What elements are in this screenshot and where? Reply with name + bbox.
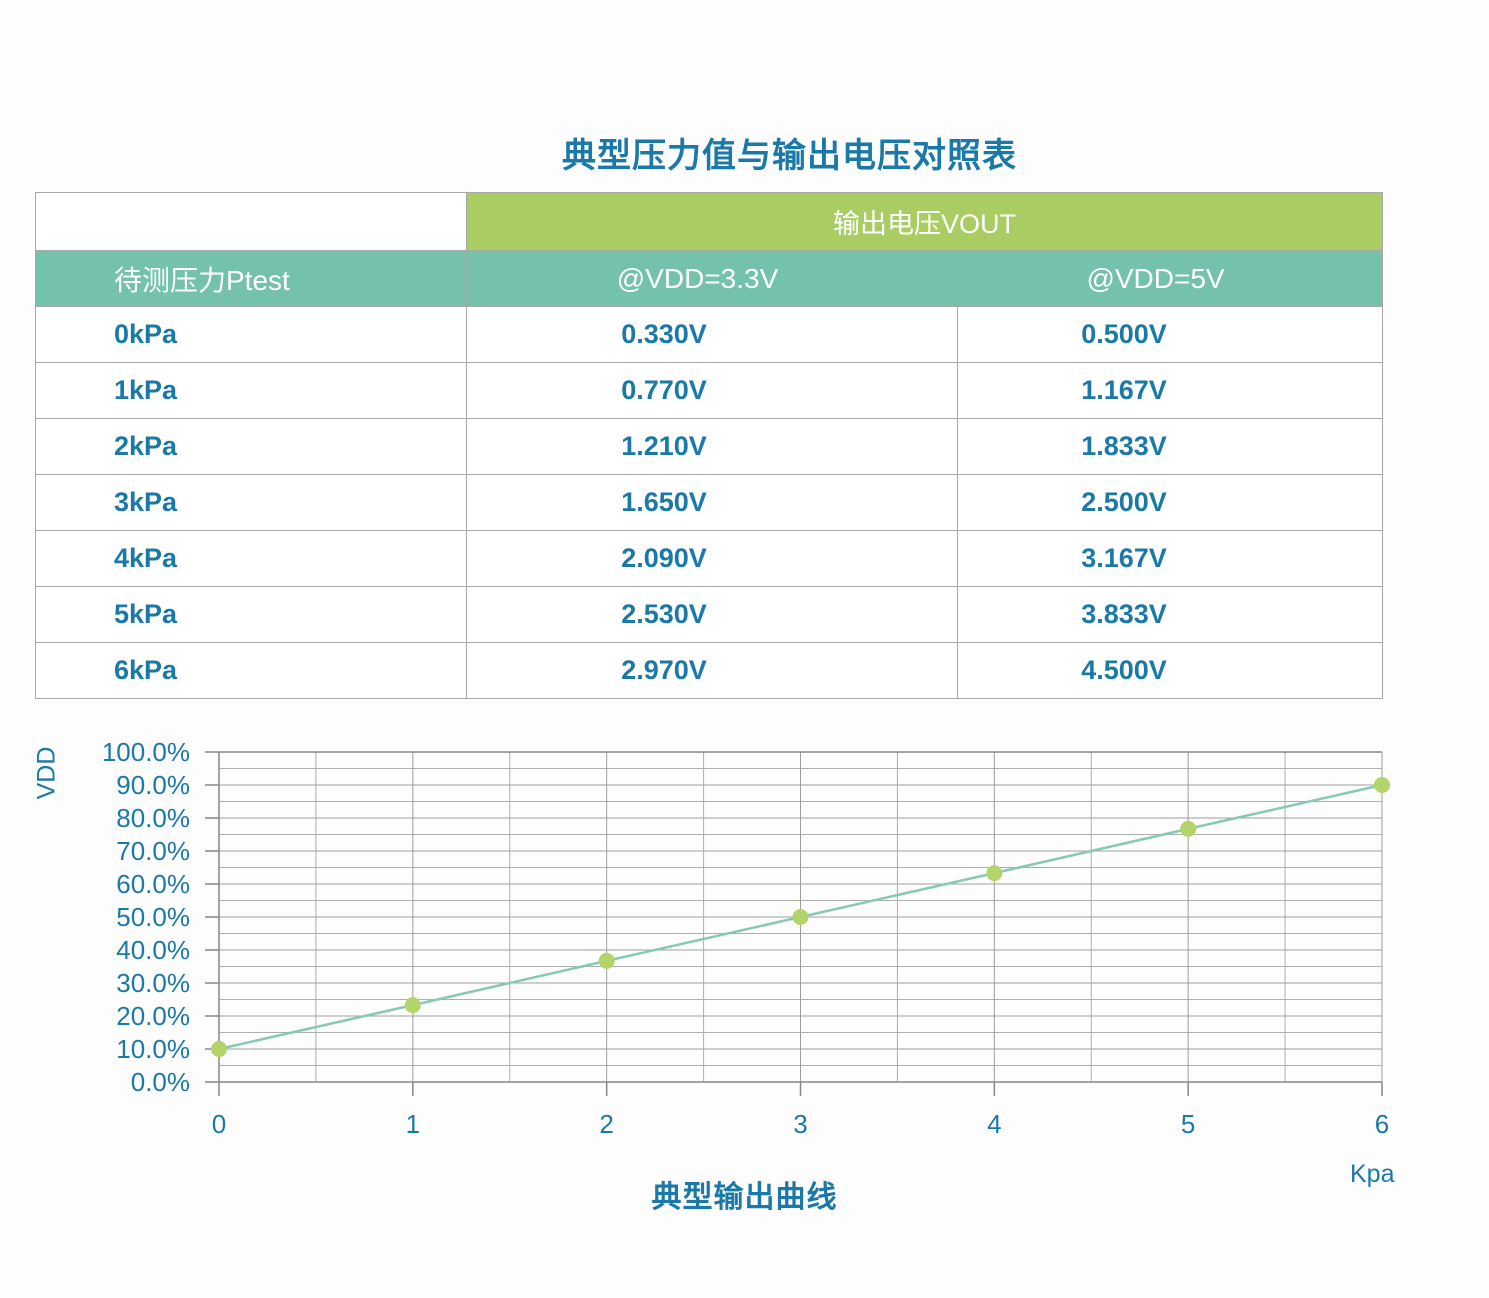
y-tick-label: 100.0% — [102, 737, 190, 767]
table-row: 6kPa 2.970V 4.500V — [35, 642, 1384, 699]
data-point-marker — [1374, 777, 1390, 793]
data-point-marker — [598, 952, 615, 969]
y-tick-label: 10.0% — [116, 1034, 190, 1064]
vout33-cell: 1.650V — [466, 474, 958, 531]
x-tick-label: 3 — [793, 1109, 807, 1139]
vout5-cell: 3.167V — [956, 530, 1384, 587]
data-point-marker — [404, 997, 421, 1014]
y-tick-label: 0.0% — [131, 1067, 190, 1097]
x-axis-title: Kpa — [1350, 1160, 1395, 1188]
y-tick-label: 90.0% — [116, 770, 190, 800]
empty-corner-cell — [35, 192, 467, 251]
x-tick-label: 0 — [212, 1109, 226, 1139]
table-row: 5kPa 2.530V 3.833V — [35, 586, 1384, 643]
x-tick-label: 5 — [1181, 1109, 1195, 1139]
table-subheader-row: 待测压力Ptest @VDD=3.3V @VDD=5V — [35, 250, 1384, 307]
chart-title: 典型输出曲线 — [651, 1181, 838, 1214]
vout5-cell: 0.500V — [956, 306, 1384, 363]
table-row: 1kPa 0.770V 1.167V — [35, 362, 1384, 419]
pressure-cell: 1kPa — [35, 362, 467, 419]
y-axis-title: VDD — [32, 746, 61, 800]
vout5-cell: 1.167V — [956, 362, 1384, 419]
vout-merged-header: 输出电压VOUT — [465, 192, 1384, 251]
table-row: 2kPa 1.210V 1.833V — [35, 418, 1384, 475]
vout33-cell: 2.970V — [466, 642, 958, 699]
table-row: 4kPa 2.090V 3.167V — [35, 530, 1384, 587]
data-point-marker — [211, 1041, 227, 1057]
pressure-cell: 5kPa — [35, 586, 467, 643]
pressure-cell: 6kPa — [35, 642, 467, 699]
table-header-row-merged: 输出电压VOUT — [35, 192, 1384, 251]
vout5-cell: 1.833V — [956, 418, 1384, 475]
x-tick-label: 1 — [406, 1109, 420, 1139]
data-point-marker — [986, 865, 1003, 882]
x-tick-label: 4 — [987, 1109, 1001, 1139]
vout33-cell: 0.330V — [466, 306, 958, 363]
pressure-cell: 4kPa — [35, 530, 467, 587]
column-header-vdd5: @VDD=5V — [956, 250, 1384, 307]
column-header-vdd33: @VDD=3.3V — [466, 250, 958, 307]
vout33-cell: 0.770V — [466, 362, 958, 419]
data-point-marker — [1180, 820, 1197, 837]
pressure-voltage-table: 输出电压VOUT 待测压力Ptest @VDD=3.3V @VDD=5V 0kP… — [35, 192, 1384, 699]
y-tick-label: 60.0% — [116, 869, 190, 899]
y-tick-label: 70.0% — [116, 836, 190, 866]
y-tick-label: 20.0% — [116, 1001, 190, 1031]
y-tick-label: 50.0% — [116, 902, 190, 932]
y-tick-label: 80.0% — [116, 803, 190, 833]
page-title: 典型压力值与输出电压对照表 — [562, 137, 1017, 175]
vout5-cell: 3.833V — [956, 586, 1384, 643]
table-row: 0kPa 0.330V 0.500V — [35, 306, 1384, 363]
data-point-marker — [792, 909, 809, 925]
y-tick-label: 30.0% — [116, 968, 190, 998]
x-tick-label: 2 — [599, 1109, 613, 1139]
vout33-cell: 1.210V — [466, 418, 958, 475]
y-tick-label: 40.0% — [116, 935, 190, 965]
vout5-cell: 4.500V — [956, 642, 1384, 699]
pressure-cell: 2kPa — [35, 418, 467, 475]
pressure-cell: 0kPa — [35, 306, 467, 363]
x-tick-label: 6 — [1375, 1109, 1389, 1139]
